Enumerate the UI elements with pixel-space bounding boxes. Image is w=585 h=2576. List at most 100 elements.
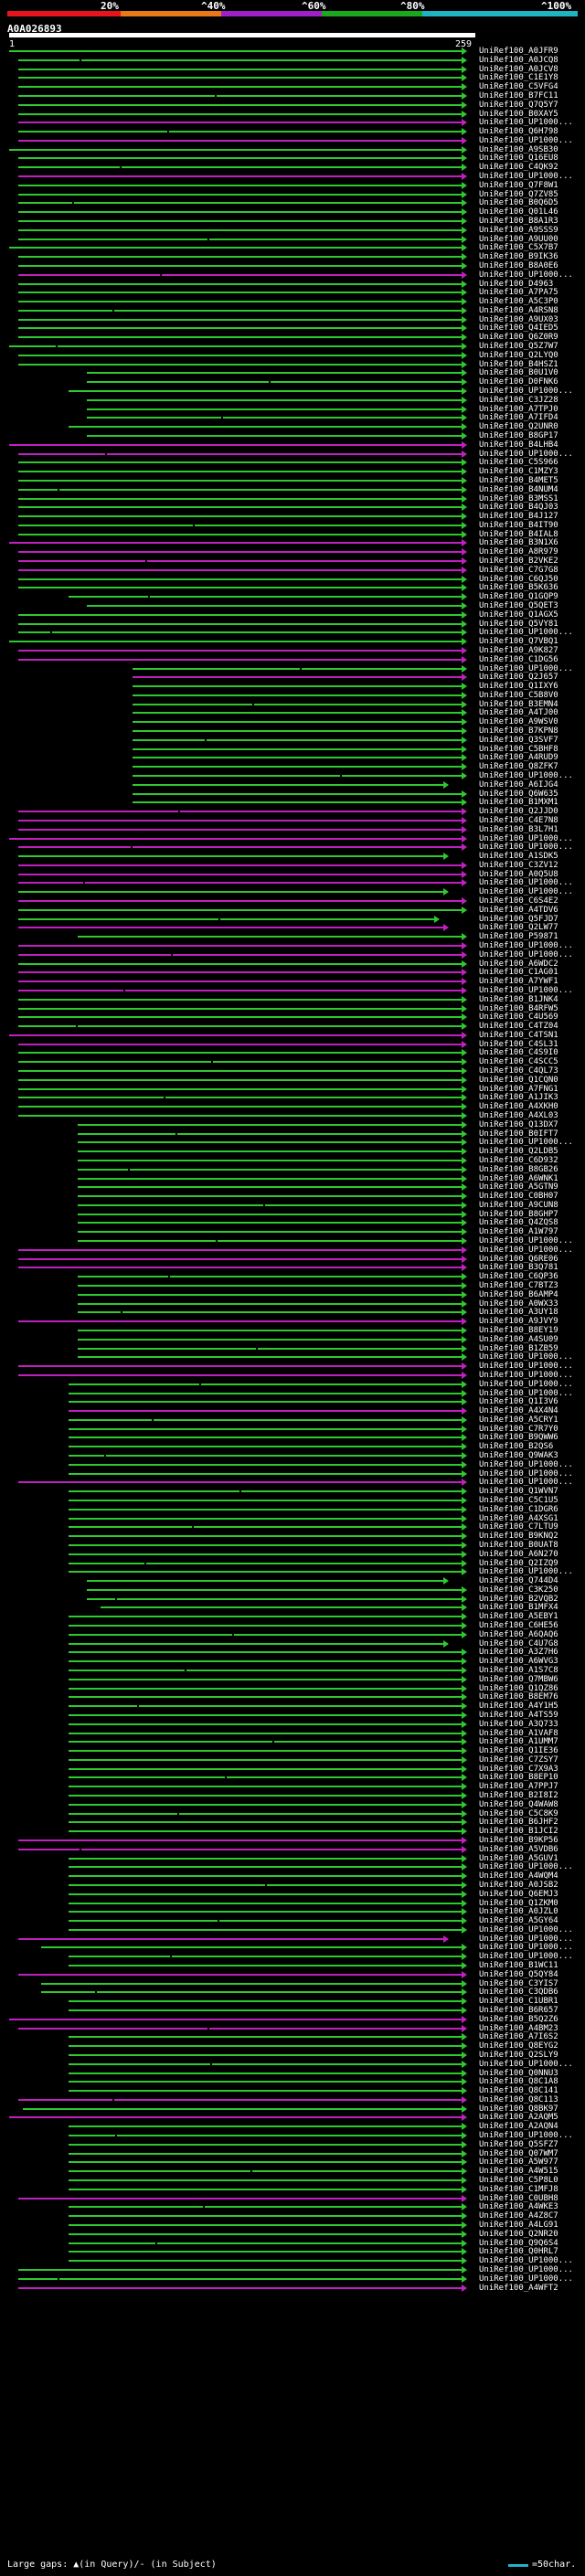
hit-alignment-bar[interactable] (69, 2179, 463, 2182)
hit-alignment-bar[interactable] (9, 837, 463, 840)
hit-alignment-bar[interactable] (18, 1097, 463, 1099)
hit-alignment-bar[interactable] (69, 2251, 463, 2253)
hit-alignment-bar[interactable] (133, 801, 463, 804)
hit-label[interactable]: UniRef100_A0JSB2 (479, 1880, 558, 1890)
hit-alignment-bar[interactable] (78, 1222, 463, 1224)
hit-label[interactable]: UniRef100_Q4IED5 (479, 323, 558, 334)
hit-alignment-bar[interactable] (18, 131, 463, 133)
hit-alignment-bar[interactable] (18, 220, 463, 222)
hit-alignment-bar[interactable] (69, 1463, 463, 1466)
hit-alignment-bar[interactable] (18, 524, 463, 526)
hit-alignment-bar[interactable] (18, 1025, 463, 1028)
hit-alignment-bar[interactable] (69, 1758, 463, 1761)
hit-label[interactable]: UniRef100_UP1000... (479, 843, 573, 853)
hit-alignment-bar[interactable] (87, 1597, 463, 1600)
hit-label[interactable]: UniRef100_B4IAL8 (479, 529, 558, 539)
hit-label[interactable]: UniRef100_B9KP56 (479, 1836, 558, 1845)
hit-label[interactable]: UniRef100_UP1000... (479, 663, 573, 673)
hit-label[interactable]: UniRef100_B3N1X6 (479, 538, 558, 548)
hit-alignment-bar[interactable] (69, 2170, 463, 2173)
hit-alignment-bar[interactable] (18, 157, 463, 160)
hit-label[interactable]: UniRef100_B0U1V0 (479, 368, 558, 378)
hit-alignment-bar[interactable] (18, 998, 463, 1001)
hit-alignment-bar[interactable] (69, 1956, 463, 1958)
hit-alignment-bar[interactable] (69, 1392, 463, 1394)
hit-label[interactable]: UniRef100_B9QWW6 (479, 1433, 558, 1443)
hit-alignment-bar[interactable] (23, 2107, 463, 2110)
hit-label[interactable]: UniRef100_UP1000... (479, 770, 573, 780)
hit-label[interactable]: UniRef100_UP1000... (479, 1236, 573, 1246)
hit-alignment-bar[interactable] (18, 945, 463, 947)
hit-label[interactable]: UniRef100_UP1000... (479, 1934, 573, 1944)
hit-alignment-bar[interactable] (87, 1580, 444, 1583)
hit-alignment-bar[interactable] (133, 685, 463, 688)
hit-label[interactable]: UniRef100_A6IJG4 (479, 779, 558, 790)
hit-label[interactable]: UniRef100_A5GTN9 (479, 1182, 558, 1193)
hit-label[interactable]: UniRef100_B5Q2Z6 (479, 2014, 558, 2024)
hit-label[interactable]: UniRef100_C1MZY3 (479, 467, 558, 477)
hit-alignment-bar[interactable] (18, 649, 463, 652)
hit-label[interactable]: UniRef100_C6HE56 (479, 1621, 558, 1631)
hit-alignment-bar[interactable] (78, 1293, 463, 1296)
hit-label[interactable]: UniRef100_B8GB26 (479, 1164, 558, 1174)
hit-label[interactable]: UniRef100_B3MSS1 (479, 493, 558, 504)
hit-alignment-bar[interactable] (18, 211, 463, 214)
hit-alignment-bar[interactable] (133, 766, 463, 769)
hit-label[interactable]: UniRef100_B9IK36 (479, 252, 558, 262)
hit-label[interactable]: UniRef100_Q13DX7 (479, 1119, 558, 1129)
hit-alignment-bar[interactable] (18, 1973, 463, 1976)
hit-alignment-bar[interactable] (133, 757, 463, 759)
hit-label[interactable]: UniRef100_A4XKH0 (479, 1102, 558, 1112)
hit-alignment-bar[interactable] (133, 703, 463, 705)
hit-alignment-bar[interactable] (18, 264, 463, 267)
hit-label[interactable]: UniRef100_A4BM23 (479, 2023, 558, 2033)
hit-alignment-bar[interactable] (18, 1320, 463, 1323)
hit-alignment-bar[interactable] (133, 712, 463, 715)
hit-alignment-bar[interactable] (69, 2045, 463, 2048)
hit-label[interactable]: UniRef100_Q1GQP9 (479, 592, 558, 602)
hit-alignment-bar[interactable] (87, 417, 463, 419)
hit-label[interactable]: UniRef100_D4963 (479, 279, 554, 289)
hit-label[interactable]: UniRef100_A4WFT2 (479, 2283, 558, 2293)
hit-label[interactable]: UniRef100_C1E1Y8 (479, 73, 558, 83)
hit-label[interactable]: UniRef100_A7PA75 (479, 288, 558, 298)
hit-label[interactable]: UniRef100_Q8C1A8 (479, 2077, 558, 2087)
hit-label[interactable]: UniRef100_Q8BK97 (479, 2104, 558, 2114)
hit-label[interactable]: UniRef100_C1AG01 (479, 968, 558, 978)
hit-label[interactable]: UniRef100_B8EY19 (479, 1325, 558, 1335)
hit-label[interactable]: UniRef100_C1DGR6 (479, 1504, 558, 1514)
hit-alignment-bar[interactable] (69, 1678, 463, 1680)
hit-label[interactable]: UniRef100_A6WDC2 (479, 959, 558, 969)
hit-alignment-bar[interactable] (18, 488, 463, 491)
hit-label[interactable]: UniRef100_A4XSG1 (479, 1513, 558, 1523)
hit-label[interactable]: UniRef100_UP1000... (479, 387, 573, 397)
hit-alignment-bar[interactable] (69, 1517, 463, 1520)
hit-label[interactable]: UniRef100_B8GP17 (479, 430, 558, 440)
hit-alignment-bar[interactable] (69, 2260, 463, 2263)
hit-alignment-bar[interactable] (18, 452, 463, 455)
hit-alignment-bar[interactable] (18, 103, 463, 106)
hit-label[interactable]: UniRef100_B6JHF2 (479, 1818, 558, 1828)
hit-alignment-bar[interactable] (69, 2223, 463, 2226)
hit-label[interactable]: UniRef100_A7PPJ7 (479, 1782, 558, 1792)
hit-alignment-bar[interactable] (78, 1159, 463, 1161)
hit-alignment-bar[interactable] (78, 1186, 463, 1189)
hit-alignment-bar[interactable] (69, 390, 463, 393)
hit-alignment-bar[interactable] (18, 1070, 463, 1073)
hit-label[interactable]: UniRef100_UP1000... (479, 1952, 573, 1962)
hit-label[interactable]: UniRef100_Q07WM7 (479, 2148, 558, 2158)
hit-label[interactable]: UniRef100_C4QK92 (479, 163, 558, 173)
hit-label[interactable]: UniRef100_C5C1U5 (479, 1495, 558, 1505)
hit-label[interactable]: UniRef100_A5EBY1 (479, 1612, 558, 1622)
hit-alignment-bar[interactable] (18, 900, 463, 903)
hit-alignment-bar[interactable] (69, 1821, 463, 1824)
hit-label[interactable]: UniRef100_UP1000... (479, 1362, 573, 1372)
hit-alignment-bar[interactable] (133, 721, 463, 724)
hit-label[interactable]: UniRef100_C4S9I0 (479, 1048, 558, 1058)
hit-label[interactable]: UniRef100_B8EM76 (479, 1692, 558, 1702)
hit-label[interactable]: UniRef100_Q8EYG2 (479, 2041, 558, 2051)
hit-alignment-bar[interactable] (69, 1741, 463, 1744)
hit-alignment-bar[interactable] (18, 613, 463, 616)
hit-label[interactable]: UniRef100_UP1000... (479, 2274, 573, 2284)
hit-alignment-bar[interactable] (69, 1857, 463, 1860)
